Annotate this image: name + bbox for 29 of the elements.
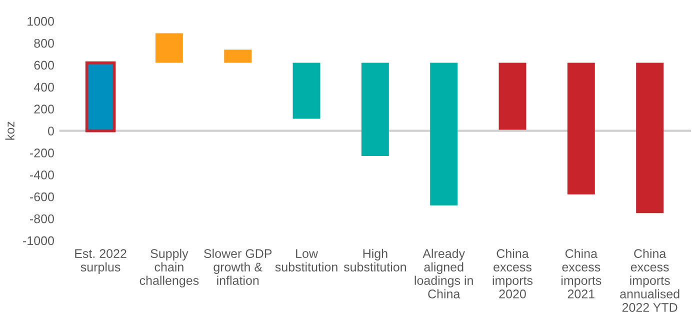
bar	[292, 62, 320, 119]
x-tick-label: High substitution	[344, 248, 406, 272]
y-tick-label: 400	[34, 82, 54, 92]
y-tick-label: 600	[34, 60, 54, 70]
bar	[430, 62, 458, 206]
x-tick-label: China excess imports 2020	[492, 248, 533, 298]
y-tick-label: 0	[48, 126, 54, 136]
y-tick-label: -600	[30, 192, 54, 202]
x-tick-label: Est. 2022 surplus	[75, 249, 126, 274]
x-tick-label: Slower GDP growth & inflation	[204, 248, 272, 285]
y-tick-label: 800	[34, 38, 54, 48]
y-axis-title: koz	[5, 122, 14, 140]
y-tick-label: -200	[30, 148, 54, 158]
x-tick-label: Supply chain challenges	[140, 248, 199, 288]
bar	[498, 62, 526, 130]
y-tick-label: -1000	[23, 236, 54, 246]
bar	[224, 50, 252, 63]
y-tick-label: -400	[30, 170, 54, 180]
y-tick-label: 200	[34, 104, 54, 114]
x-tick-label: China excess imports annualised 2022 YTD	[620, 248, 680, 312]
y-tick-label: -800	[30, 214, 54, 224]
x-tick-label: Already aligned loadings in China	[414, 248, 473, 298]
bar	[636, 62, 664, 214]
x-tick-label: Low substitution	[275, 249, 338, 272]
bar	[361, 62, 389, 156]
x-tick-label: China excess imports 2021	[562, 248, 602, 298]
bar	[155, 33, 183, 63]
bar	[567, 62, 595, 194]
y-tick-label: 1000	[28, 16, 54, 26]
